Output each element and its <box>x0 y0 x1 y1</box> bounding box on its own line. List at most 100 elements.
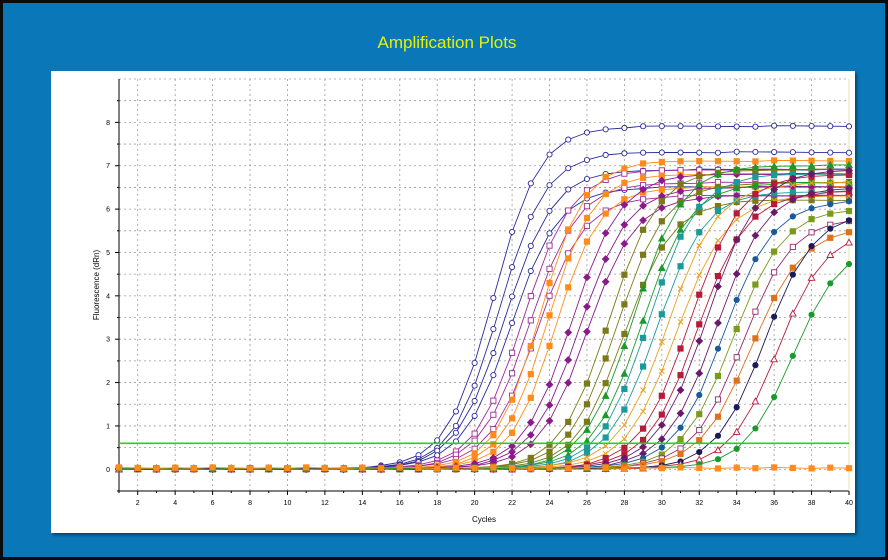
data-point <box>771 248 778 255</box>
data-point <box>827 464 834 471</box>
data-point <box>715 237 721 244</box>
data-point <box>639 201 648 210</box>
plot-panel: 2 4 6 8 10 12 14 16 18 20 22 24 26 28 30 32 34 36 38 40 0 1 2 3… <box>51 71 855 533</box>
data-point <box>771 172 778 179</box>
y-tick-label: 7 <box>106 163 110 170</box>
data-point <box>546 279 553 287</box>
data-point <box>546 312 553 319</box>
data-point <box>827 280 834 287</box>
data-point <box>508 464 516 472</box>
data-point <box>845 184 853 193</box>
data-point <box>471 430 478 437</box>
data-point <box>452 429 459 436</box>
data-point <box>695 179 704 188</box>
data-point <box>396 464 403 471</box>
data-point <box>621 385 628 393</box>
data-point <box>845 123 853 130</box>
x-tick-label: 34 <box>733 500 741 507</box>
data-point <box>808 205 815 212</box>
data-point <box>733 325 740 333</box>
data-point <box>658 279 665 286</box>
data-point <box>471 382 478 389</box>
data-point <box>733 123 740 130</box>
data-point <box>677 158 684 165</box>
data-point <box>696 242 703 249</box>
data-point <box>640 408 647 415</box>
data-point <box>583 464 591 471</box>
data-point <box>714 202 722 210</box>
data-point <box>284 465 291 472</box>
data-point <box>640 168 647 175</box>
x-tick-label: 4 <box>173 500 177 507</box>
data-point <box>620 239 629 248</box>
data-point <box>695 337 704 345</box>
data-point <box>789 264 796 271</box>
data-point <box>789 243 796 250</box>
data-point <box>714 244 722 251</box>
data-point <box>771 269 778 276</box>
data-point <box>583 449 591 457</box>
data-point <box>583 129 590 136</box>
x-tick-label: 20 <box>471 500 479 507</box>
data-point <box>845 260 853 268</box>
data-point <box>826 250 835 258</box>
chart-title: Amplification Plots <box>377 33 517 52</box>
data-point <box>752 190 759 198</box>
data-point <box>677 233 684 240</box>
data-point <box>490 464 497 471</box>
data-point <box>658 411 665 418</box>
data-point <box>845 465 853 472</box>
data-point <box>640 387 647 394</box>
data-point <box>752 281 759 288</box>
data-point <box>583 380 591 387</box>
x-tick-label: 2 <box>136 500 140 507</box>
x-tick-label: 38 <box>808 500 816 507</box>
data-point <box>677 445 684 452</box>
data-point <box>621 406 628 413</box>
data-point <box>733 210 740 217</box>
data-point <box>509 349 516 356</box>
data-point <box>621 184 628 191</box>
data-point <box>677 123 684 130</box>
data-point <box>640 160 647 167</box>
data-point <box>340 465 347 472</box>
data-point <box>733 464 740 471</box>
data-point <box>808 122 815 130</box>
data-point <box>303 464 310 471</box>
data-point <box>546 242 553 249</box>
data-point-stroke <box>602 442 609 449</box>
data-point <box>827 234 834 241</box>
data-point <box>733 296 740 304</box>
data-point <box>620 220 629 229</box>
x-tick-label: 30 <box>658 500 666 507</box>
y-tick-label: 5 <box>106 250 110 257</box>
data-point <box>658 465 665 472</box>
y-tick-label: 8 <box>106 120 110 127</box>
data-point <box>602 380 609 387</box>
data-point <box>621 435 628 442</box>
data-point <box>490 326 497 333</box>
data-point <box>696 321 703 328</box>
data-point <box>471 397 478 405</box>
data-point-stroke <box>715 237 721 244</box>
data-point <box>733 216 740 223</box>
data-point <box>527 213 534 220</box>
data-point <box>770 185 779 194</box>
data-point <box>751 163 760 171</box>
x-tick-label: 26 <box>583 500 591 507</box>
data-point <box>490 448 497 455</box>
data-point <box>565 255 572 262</box>
data-point <box>490 372 497 379</box>
data-point <box>808 229 815 236</box>
x-tick-label: 18 <box>433 500 441 507</box>
data-point <box>658 339 665 345</box>
data-point <box>677 424 684 431</box>
data-point <box>546 151 553 158</box>
data-point <box>695 369 704 378</box>
data-point <box>583 203 590 210</box>
data-point <box>714 123 722 130</box>
data-point <box>696 149 703 156</box>
data-point-stroke <box>640 387 647 394</box>
data-point <box>752 425 759 432</box>
x-tick-label: 16 <box>396 500 404 507</box>
